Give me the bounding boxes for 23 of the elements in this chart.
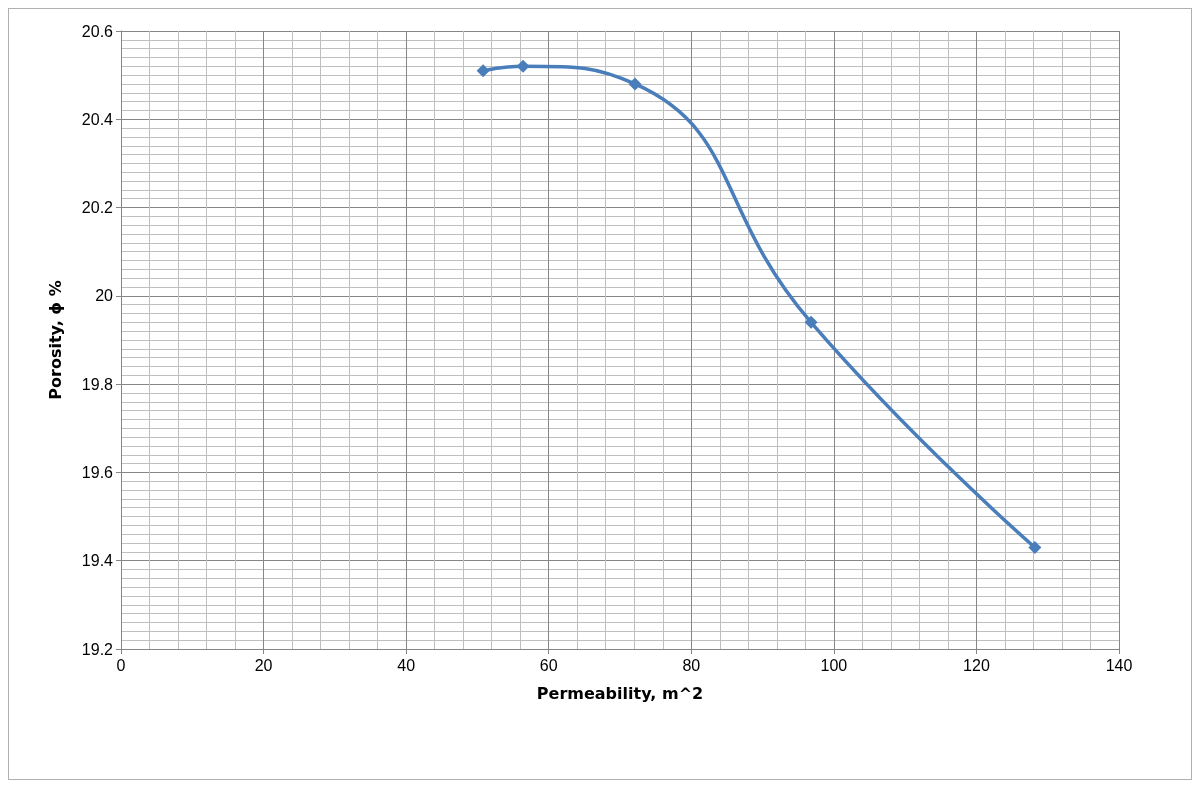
- x-axis-title: Permeability, m^2: [536, 683, 704, 703]
- x-tick-label: 140: [1105, 656, 1133, 674]
- y-tick-label: 19.6: [81, 463, 114, 481]
- point: [516, 59, 530, 73]
- point: [628, 77, 642, 91]
- point: [804, 315, 818, 329]
- x-tick-label: 120: [963, 656, 990, 674]
- x-tick-label: 0: [116, 656, 126, 674]
- y-tick-label: 20.2: [81, 199, 114, 217]
- y-tick-label: 20: [95, 287, 114, 305]
- point: [476, 64, 490, 78]
- x-tick-label: 40: [397, 656, 416, 674]
- y-tick-label: 20.4: [81, 110, 114, 128]
- y-tick-label: 19.8: [81, 375, 114, 393]
- x-tick-label: 80: [682, 656, 701, 674]
- x-tick-label: 100: [820, 656, 848, 674]
- point: [1028, 540, 1042, 554]
- y-tick-label: 19.4: [81, 552, 114, 570]
- x-tick-label: 20: [254, 656, 273, 674]
- x-tick-label: 60: [539, 656, 558, 674]
- y-axis-title: Porosity, ϕ %: [45, 280, 65, 400]
- y-tick-label: 20.6: [81, 22, 114, 40]
- y-tick-label: 19.2: [81, 640, 114, 658]
